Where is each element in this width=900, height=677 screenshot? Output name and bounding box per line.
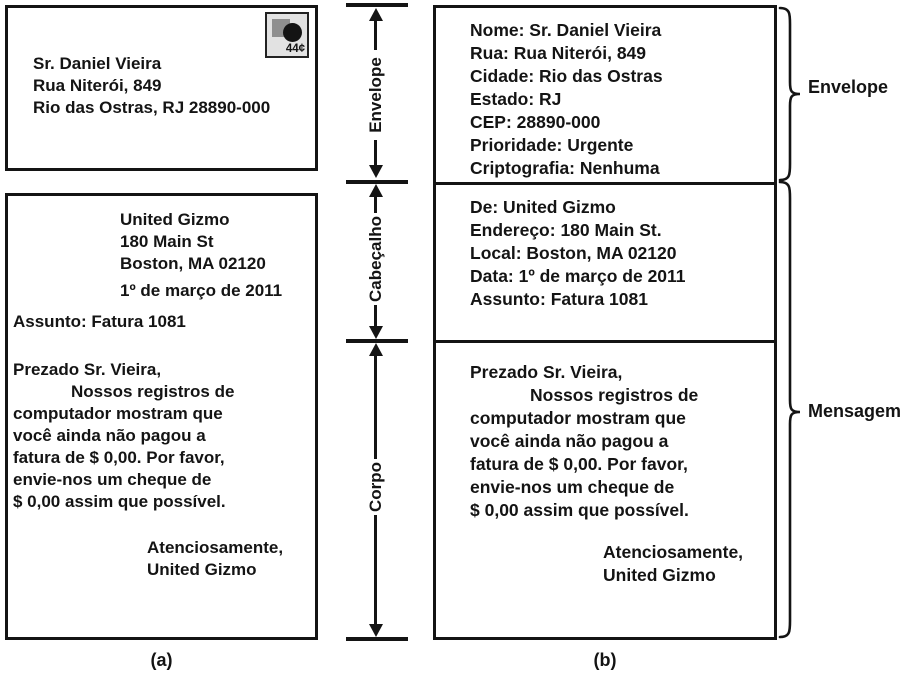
message-closing: Atenciosamente, United Gizmo	[603, 541, 743, 587]
closing-line: United Gizmo	[603, 565, 716, 585]
arrow-up-icon	[369, 184, 383, 197]
sender-line: United Gizmo	[120, 210, 230, 229]
arrow-up-icon	[369, 8, 383, 21]
letter-box-a: United Gizmo 180 Main St Boston, MA 0212…	[5, 193, 318, 640]
sender-line: Boston, MA 02120	[120, 254, 266, 273]
caption-a: (a)	[150, 650, 173, 670]
body-line: você ainda não pagou a	[470, 431, 669, 451]
field-line: Data: 1º de março de 2011	[470, 266, 686, 286]
envelope-box-a: 44¢ Sr. Daniel Vieira Rua Niterói, 849 R…	[5, 5, 318, 171]
closing-line: United Gizmo	[147, 560, 257, 579]
letter-closing: Atenciosamente, United Gizmo	[147, 537, 283, 581]
body-line: computador mostram que	[13, 404, 223, 423]
field-line: Criptografia: Nenhuma	[470, 158, 660, 178]
field-line: Endereço: 180 Main St.	[470, 220, 662, 240]
body-line: Prezado Sr. Vieira,	[470, 362, 623, 382]
body-line: Nossos registros de	[530, 385, 699, 405]
label-envelope-section: Envelope	[366, 50, 386, 140]
stamp-circle-icon	[283, 23, 302, 42]
recipient-address: Sr. Daniel Vieira Rua Niterói, 849 Rio d…	[33, 53, 270, 119]
header-fields: De: United Gizmo Endereço: 180 Main St. …	[470, 196, 686, 311]
body-line: $ 0,00 assim que possível.	[470, 500, 689, 520]
body-line: envie-nos um cheque de	[470, 477, 675, 497]
message-box-b: Nome: Sr. Daniel Vieira Rua: Rua Niterói…	[433, 5, 777, 640]
body-line: computador mostram que	[470, 408, 686, 428]
postage-stamp: 44¢	[265, 12, 309, 58]
brace-mensagem	[778, 180, 801, 639]
caption-b: (b)	[593, 650, 617, 670]
letter-date: 1º de março de 2011	[120, 281, 283, 300]
grouping-braces	[778, 6, 801, 639]
arrow-down-icon	[369, 624, 383, 637]
label-header-section: Cabeçalho	[366, 213, 386, 305]
letter-subject: Assunto: Fatura 1081	[13, 312, 186, 331]
letter-body: Prezado Sr. Vieira, Nossos registros de …	[13, 359, 234, 513]
body-line: $ 0,00 assim que possível.	[13, 492, 226, 511]
section-divider	[436, 340, 774, 343]
arrow-down-icon	[369, 326, 383, 339]
address-line: Rio das Ostras, RJ 28890-000	[33, 98, 271, 117]
field-line: Assunto: Fatura 1081	[470, 289, 648, 309]
field-line: Cidade: Rio das Ostras	[470, 66, 663, 86]
tick-mark	[346, 637, 408, 641]
body-line: envie-nos um cheque de	[13, 470, 212, 489]
label-body-section: Corpo	[366, 459, 386, 515]
message-body: Prezado Sr. Vieira, Nossos registros de …	[470, 361, 698, 522]
body-line: você ainda não pagou a	[13, 426, 206, 445]
envelope-fields: Nome: Sr. Daniel Vieira Rua: Rua Niterói…	[470, 19, 663, 180]
arrow-down-icon	[369, 165, 383, 178]
section-divider	[436, 182, 774, 185]
brace-envelope	[778, 6, 801, 182]
field-line: Local: Boston, MA 02120	[470, 243, 677, 263]
body-line: Prezado Sr. Vieira,	[13, 360, 162, 379]
stamp-value: 44¢	[285, 43, 305, 55]
field-line: Prioridade: Urgente	[470, 135, 634, 155]
label-message-group: Mensagem	[808, 401, 900, 421]
arrow-up-icon	[369, 343, 383, 356]
field-line: Estado: RJ	[470, 89, 562, 109]
tick-mark	[346, 180, 408, 184]
field-line: CEP: 28890-000	[470, 112, 601, 132]
label-envelope-group: Envelope	[808, 77, 889, 97]
body-line: fatura de $ 0,00. Por favor,	[13, 448, 225, 467]
tick-mark	[346, 3, 408, 7]
field-line: De: United Gizmo	[470, 197, 616, 217]
tick-mark	[346, 339, 408, 343]
closing-line: Atenciosamente,	[603, 542, 744, 562]
address-line: Sr. Daniel Vieira	[33, 54, 162, 73]
body-line: Nossos registros de	[71, 382, 235, 401]
body-line: fatura de $ 0,00. Por favor,	[470, 454, 688, 474]
sender-block: United Gizmo 180 Main St Boston, MA 0212…	[120, 209, 282, 302]
field-line: Rua: Rua Niterói, 849	[470, 43, 647, 63]
address-line: Rua Niterói, 849	[33, 76, 162, 95]
sender-line: 180 Main St	[120, 232, 214, 251]
closing-line: Atenciosamente,	[147, 538, 284, 557]
field-line: Nome: Sr. Daniel Vieira	[470, 20, 662, 40]
